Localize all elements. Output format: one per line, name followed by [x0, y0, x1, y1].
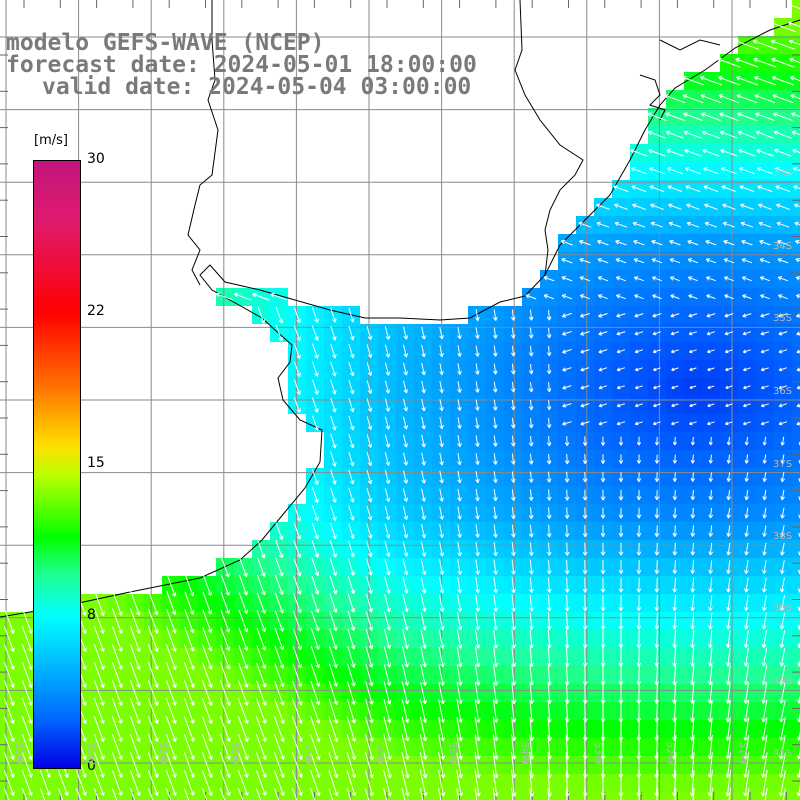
lat-label-34s: 34S	[773, 241, 793, 252]
lon-label-57w: 57W	[302, 742, 313, 765]
title-line-1: modelo GEFS-WAVE (NCEP)	[6, 30, 325, 56]
country-border-path	[514, 0, 584, 276]
legend-tick-30: 30	[87, 151, 105, 167]
coastline	[0, 0, 800, 618]
legend-tick-0: 0	[87, 758, 96, 774]
lat-label-33s: 33S	[773, 168, 793, 179]
legend-tick-15: 15	[87, 455, 105, 471]
legend-unit: [m/s]	[34, 133, 68, 148]
lat-label-37s: 37S	[773, 459, 793, 470]
legend-tick-8: 8	[87, 607, 96, 623]
lon-label-55w: 55W	[447, 742, 458, 765]
wind-arrows	[3, 3, 800, 800]
legend-tick-22: 22	[87, 303, 105, 319]
river-border-path	[187, 0, 219, 286]
lon-label-61w: 61W	[13, 742, 24, 765]
coastline-path	[0, 19, 800, 618]
lat-label-41s: 41S	[773, 748, 793, 759]
title-line-2: forecast date: 2024-05-01 18:00:00	[6, 52, 477, 78]
lat-label-36s: 36S	[773, 386, 793, 397]
colorbar	[33, 160, 81, 769]
title-line-3: valid date: 2024-05-04 03:00:00	[42, 74, 472, 100]
lon-label-59w: 59W	[157, 742, 168, 765]
lagoon-path	[639, 39, 721, 121]
lon-label-52w: 52W	[664, 742, 675, 765]
lat-label-35s: 35S	[773, 313, 793, 324]
lat-label-40s: 40S	[773, 676, 793, 687]
lat-label-38s: 38S	[773, 531, 793, 542]
lon-label-51w: 51W	[737, 742, 748, 765]
lon-label-56w: 56W	[374, 742, 385, 765]
lon-label-53w: 53W	[592, 742, 603, 765]
lon-label-60w: 60W	[85, 742, 96, 765]
lon-label-54w: 54W	[519, 742, 530, 765]
lon-label-58w: 58W	[229, 742, 240, 765]
lat-label-39s: 39S	[773, 603, 793, 614]
